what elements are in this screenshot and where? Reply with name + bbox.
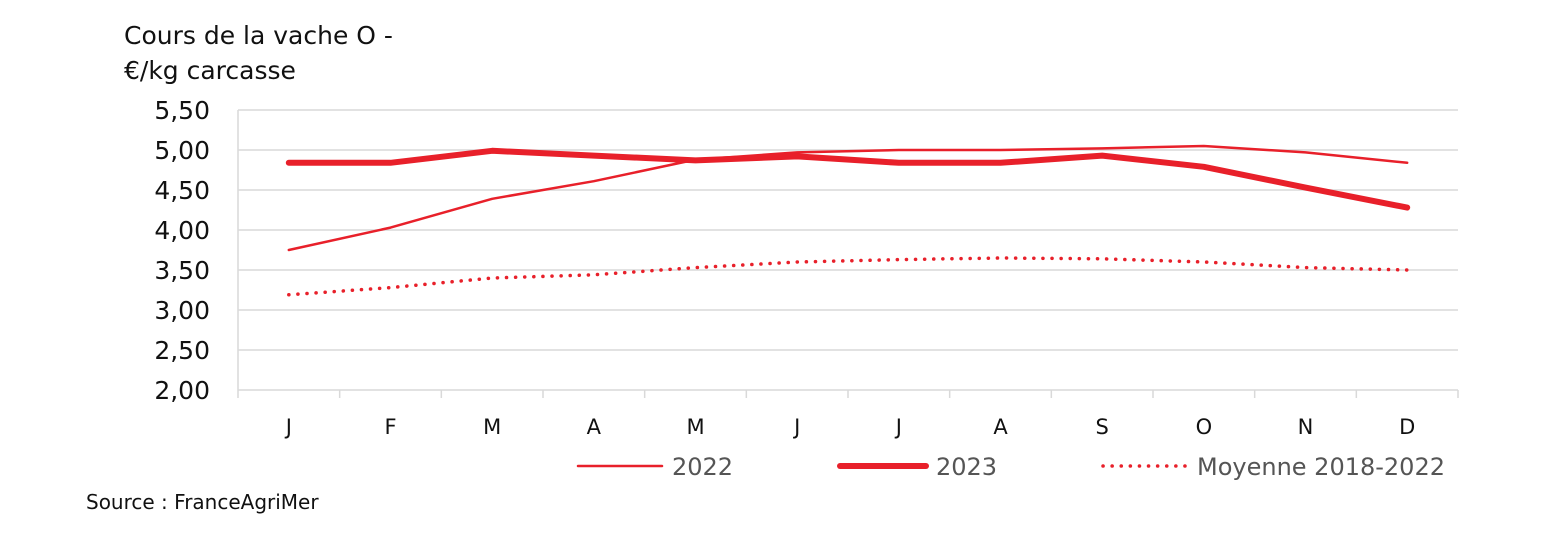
x-tick-label: J (894, 415, 902, 439)
series-line-2022 (287, 144, 1409, 252)
series-line-2023 (285, 147, 1411, 211)
y-tick-label: 4,50 (154, 176, 210, 205)
x-tick-label: J (284, 415, 292, 439)
x-tick-label: A (993, 415, 1008, 439)
legend-item: Moyenne 2018-2022 (1101, 453, 1445, 481)
y-tick-label: 3,50 (154, 256, 210, 285)
legend-label: Moyenne 2018-2022 (1197, 453, 1445, 481)
x-tick-label: M (686, 415, 704, 439)
series-line-moyenne-2018-2022 (287, 256, 1409, 297)
legend: 2022 2023 Moyenne 2018-2022 (576, 453, 1445, 481)
y-axis-title: Cours de la vache O - €/kg carcasse (124, 18, 393, 88)
y-tick-label: 5,50 (154, 96, 210, 125)
gridlines (238, 109, 1458, 351)
y-tick-label: 3,00 (154, 296, 210, 325)
y-tick-label: 4,00 (154, 216, 210, 245)
series-lines (285, 144, 1411, 297)
axes (237, 110, 1459, 398)
y-axis-title-line-2: €/kg carcasse (124, 56, 296, 85)
legend-item: 2022 (576, 453, 733, 481)
source-note: Source : FranceAgriMer (86, 490, 319, 514)
x-tick-label: F (384, 415, 396, 439)
x-tick-label: J (792, 415, 800, 439)
x-tick-label: A (587, 415, 602, 439)
y-tick-label: 5,00 (154, 136, 210, 165)
y-axis-title-line-1: Cours de la vache O - (124, 21, 393, 50)
legend-label: 2022 (672, 453, 733, 481)
legend-item: 2023 (837, 453, 997, 481)
y-tick-label: 2,00 (154, 376, 210, 405)
y-tick-label: 2,50 (154, 336, 210, 365)
x-tick-label: D (1399, 415, 1415, 439)
legend-label: 2023 (936, 453, 997, 481)
x-tick-label: M (483, 415, 501, 439)
x-tick-label: N (1298, 415, 1314, 439)
y-tick-labels: 2,00 2,50 3,00 3,50 4,00 4,50 5,00 5,50 (154, 96, 210, 405)
x-tick-label: S (1095, 415, 1108, 439)
x-tick-label: O (1196, 415, 1213, 439)
